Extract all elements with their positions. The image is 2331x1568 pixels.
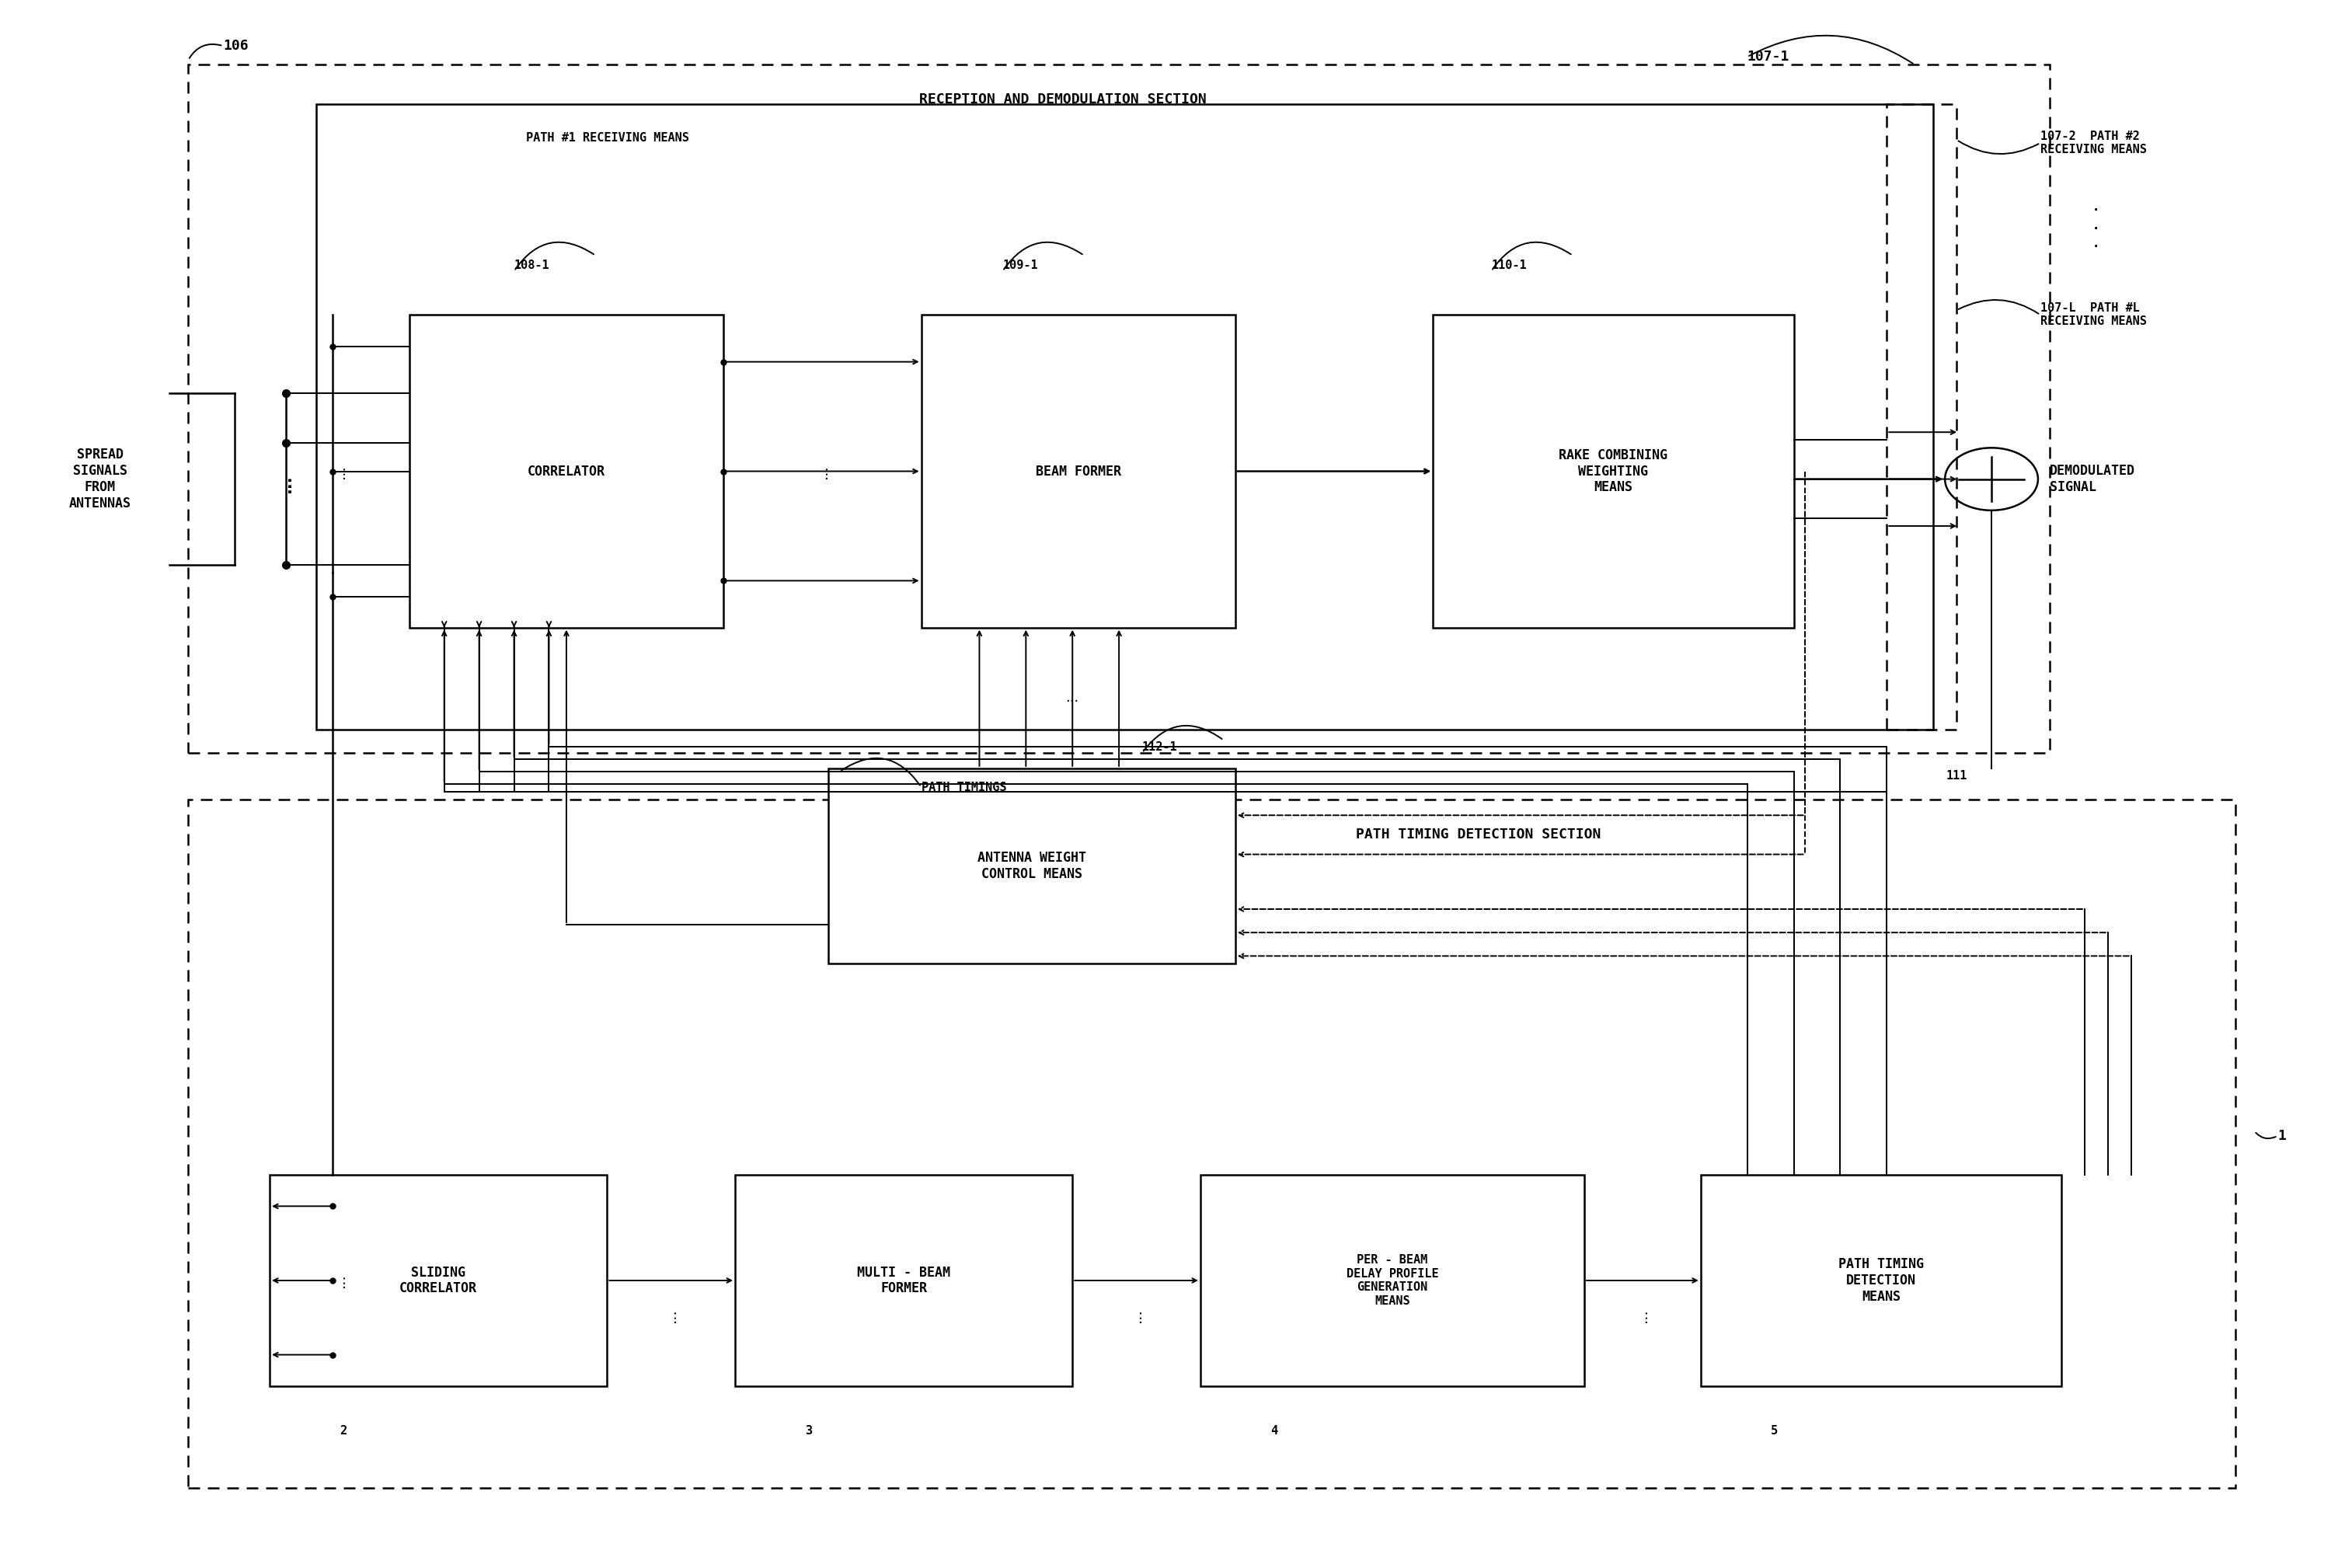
Text: 107-1: 107-1 [1748, 50, 1790, 64]
Text: BEAM FORMER: BEAM FORMER [1035, 464, 1121, 478]
Bar [921, 315, 1235, 627]
Text: 106: 106 [224, 39, 249, 53]
Text: PATH TIMING DETECTION SECTION: PATH TIMING DETECTION SECTION [1357, 828, 1601, 842]
Text: ...: ... [816, 464, 830, 478]
Text: 4: 4 [1270, 1425, 1277, 1436]
Text: ·
·
·: · · · [2091, 204, 2100, 254]
Bar [1200, 1174, 1585, 1386]
Bar [410, 315, 723, 627]
Text: ...: ... [1634, 1308, 1650, 1322]
Text: ...: ... [1128, 1308, 1145, 1322]
Text: PATH TIMINGS: PATH TIMINGS [921, 781, 1007, 793]
Text: MULTI - BEAM
FORMER: MULTI - BEAM FORMER [858, 1265, 951, 1295]
Bar [270, 1174, 606, 1386]
Text: 109-1: 109-1 [1002, 259, 1037, 271]
Bar [1702, 1174, 2061, 1386]
Bar [1434, 315, 1795, 627]
Text: 107-L  PATH #L
RECEIVING MEANS: 107-L PATH #L RECEIVING MEANS [2040, 303, 2147, 328]
Text: CORRELATOR: CORRELATOR [527, 464, 606, 478]
Text: 2: 2 [340, 1425, 347, 1436]
Bar [189, 64, 2049, 753]
Bar [189, 800, 2235, 1488]
Text: 110-1: 110-1 [1492, 259, 1527, 271]
Bar [1886, 103, 1956, 729]
Text: RAKE COMBINING
WEIGHTING
MEANS: RAKE COMBINING WEIGHTING MEANS [1559, 448, 1667, 494]
Bar [317, 103, 1932, 729]
Text: ...: ... [664, 1308, 678, 1322]
Text: 5: 5 [1772, 1425, 1779, 1436]
Text: PATH #1 RECEIVING MEANS: PATH #1 RECEIVING MEANS [527, 132, 688, 144]
Text: ...: ... [331, 464, 347, 478]
Text: 3: 3 [804, 1425, 811, 1436]
Text: SLIDING
CORRELATOR: SLIDING CORRELATOR [399, 1265, 478, 1295]
Text: PER - BEAM
DELAY PROFILE
GENERATION
MEANS: PER - BEAM DELAY PROFILE GENERATION MEAN… [1347, 1254, 1438, 1306]
Bar [734, 1174, 1072, 1386]
Text: ...: ... [277, 475, 294, 492]
Text: 107-2  PATH #2
RECEIVING MEANS: 107-2 PATH #2 RECEIVING MEANS [2040, 130, 2147, 155]
Text: 112-1: 112-1 [1142, 742, 1177, 753]
Text: ...: ... [1065, 691, 1079, 706]
Text: 108-1: 108-1 [515, 259, 550, 271]
Text: SPREAD
SIGNALS
FROM
ANTENNAS: SPREAD SIGNALS FROM ANTENNAS [70, 448, 131, 510]
Text: 111: 111 [1946, 770, 1967, 782]
Text: ANTENNA WEIGHT
CONTROL MEANS: ANTENNA WEIGHT CONTROL MEANS [977, 851, 1086, 881]
Text: RECEPTION AND DEMODULATION SECTION: RECEPTION AND DEMODULATION SECTION [918, 93, 1207, 107]
Bar [828, 768, 1235, 964]
Text: 1: 1 [2277, 1129, 2287, 1143]
Text: DEMODULATED
SIGNAL: DEMODULATED SIGNAL [2049, 464, 2135, 494]
Text: ...: ... [331, 1273, 347, 1287]
Text: PATH TIMING
DETECTION
MEANS: PATH TIMING DETECTION MEANS [1839, 1258, 1923, 1303]
